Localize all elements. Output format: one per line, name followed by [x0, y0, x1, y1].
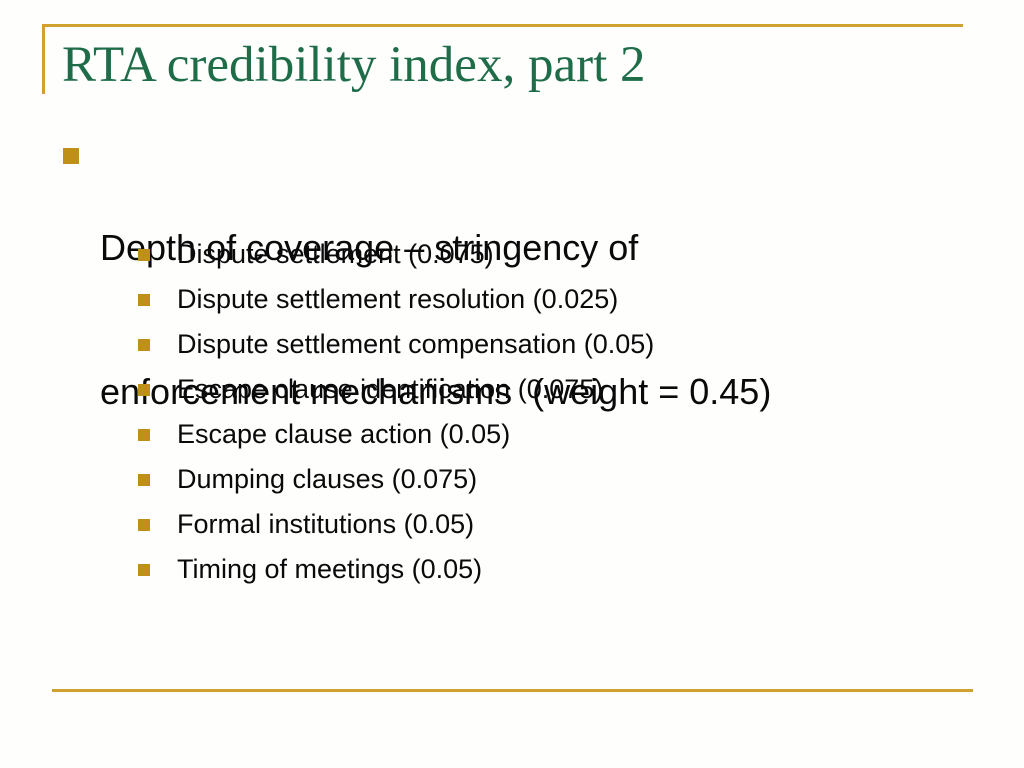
sub-bullet-square-icon — [138, 473, 150, 486]
slide-title: RTA credibility index, part 2 — [62, 37, 646, 93]
list-item: Dispute settlement resolution (0.025) — [138, 277, 654, 322]
list-item: Timing of meetings (0.05) — [138, 547, 654, 592]
main-bullet-text: Depth of coverage – stringency of enforc… — [100, 128, 960, 512]
bottom-rule — [52, 689, 973, 692]
list-item: Escape clause identification (0.075) — [138, 367, 654, 412]
sub-bullet-text: Dispute settlement resolution (0.025) — [177, 284, 619, 314]
sub-bullet-text: Dumping clauses (0.075) — [177, 464, 478, 494]
sub-bullet-text: Dispute settlement compensation (0.05) — [177, 329, 655, 359]
sub-bullet-text: Formal institutions (0.05) — [177, 509, 475, 539]
sub-bullet-text: Escape clause action (0.05) — [177, 419, 511, 449]
sub-bullet-text: Escape clause identification (0.075) — [177, 374, 604, 404]
list-item: Dumping clauses (0.075) — [138, 457, 654, 502]
sub-bullet-list: Dispute settlement (0.075) Dispute settl… — [138, 232, 654, 592]
sub-bullet-square-icon — [138, 293, 150, 306]
main-bullet-line-2: enforcement mechanisms (weight = 0.45) — [100, 371, 772, 412]
title-left-rule — [42, 24, 45, 94]
list-item: Dispute settlement (0.075) — [138, 232, 654, 277]
sub-bullet-square-icon — [138, 248, 150, 261]
top-rule — [42, 24, 963, 27]
bullet-square-icon — [63, 148, 79, 164]
main-bullet-line-1: Depth of coverage – stringency of — [100, 227, 639, 268]
sub-bullet-square-icon — [138, 563, 150, 576]
list-item: Formal institutions (0.05) — [138, 502, 654, 547]
list-item: Escape clause action (0.05) — [138, 412, 654, 457]
sub-bullet-square-icon — [138, 338, 150, 351]
sub-bullet-square-icon — [138, 383, 150, 396]
sub-bullet-square-icon — [138, 428, 150, 441]
list-item: Dispute settlement compensation (0.05) — [138, 322, 654, 367]
sub-bullet-text: Timing of meetings (0.05) — [177, 554, 483, 584]
sub-bullet-square-icon — [138, 518, 150, 531]
sub-bullet-text: Dispute settlement (0.075) — [177, 239, 494, 269]
